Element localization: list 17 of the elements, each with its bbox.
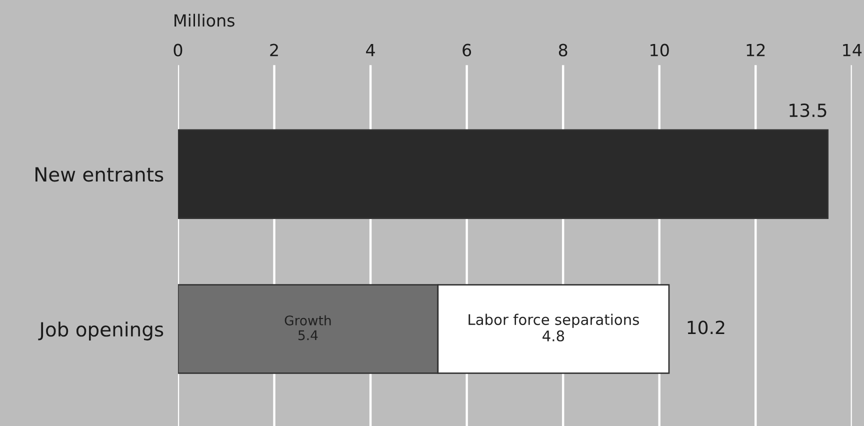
data-label: 4.8 — [542, 330, 564, 342]
x-tick-label: 12 — [746, 44, 765, 56]
total-label: 10.2 — [688, 320, 724, 334]
x-tick-label: 6 — [462, 44, 472, 56]
x-axis-title: Millions — [174, 14, 234, 27]
x-tick-label: 8 — [558, 44, 568, 56]
x-tick-label: 14 — [843, 44, 862, 56]
x-tick-label: 4 — [366, 44, 375, 56]
y-tick-label: New entrants — [36, 167, 164, 182]
x-tick-label: 0 — [174, 44, 182, 56]
series-label: Growth — [284, 315, 331, 326]
total-label: 13.5 — [790, 103, 826, 118]
x-tick-label: 2 — [270, 44, 278, 56]
x-tick-label: 10 — [650, 44, 669, 56]
data-label: 5.4 — [298, 330, 318, 340]
y-tick-label: Job openings — [38, 322, 164, 340]
series-label: Labor force separations — [468, 314, 639, 328]
